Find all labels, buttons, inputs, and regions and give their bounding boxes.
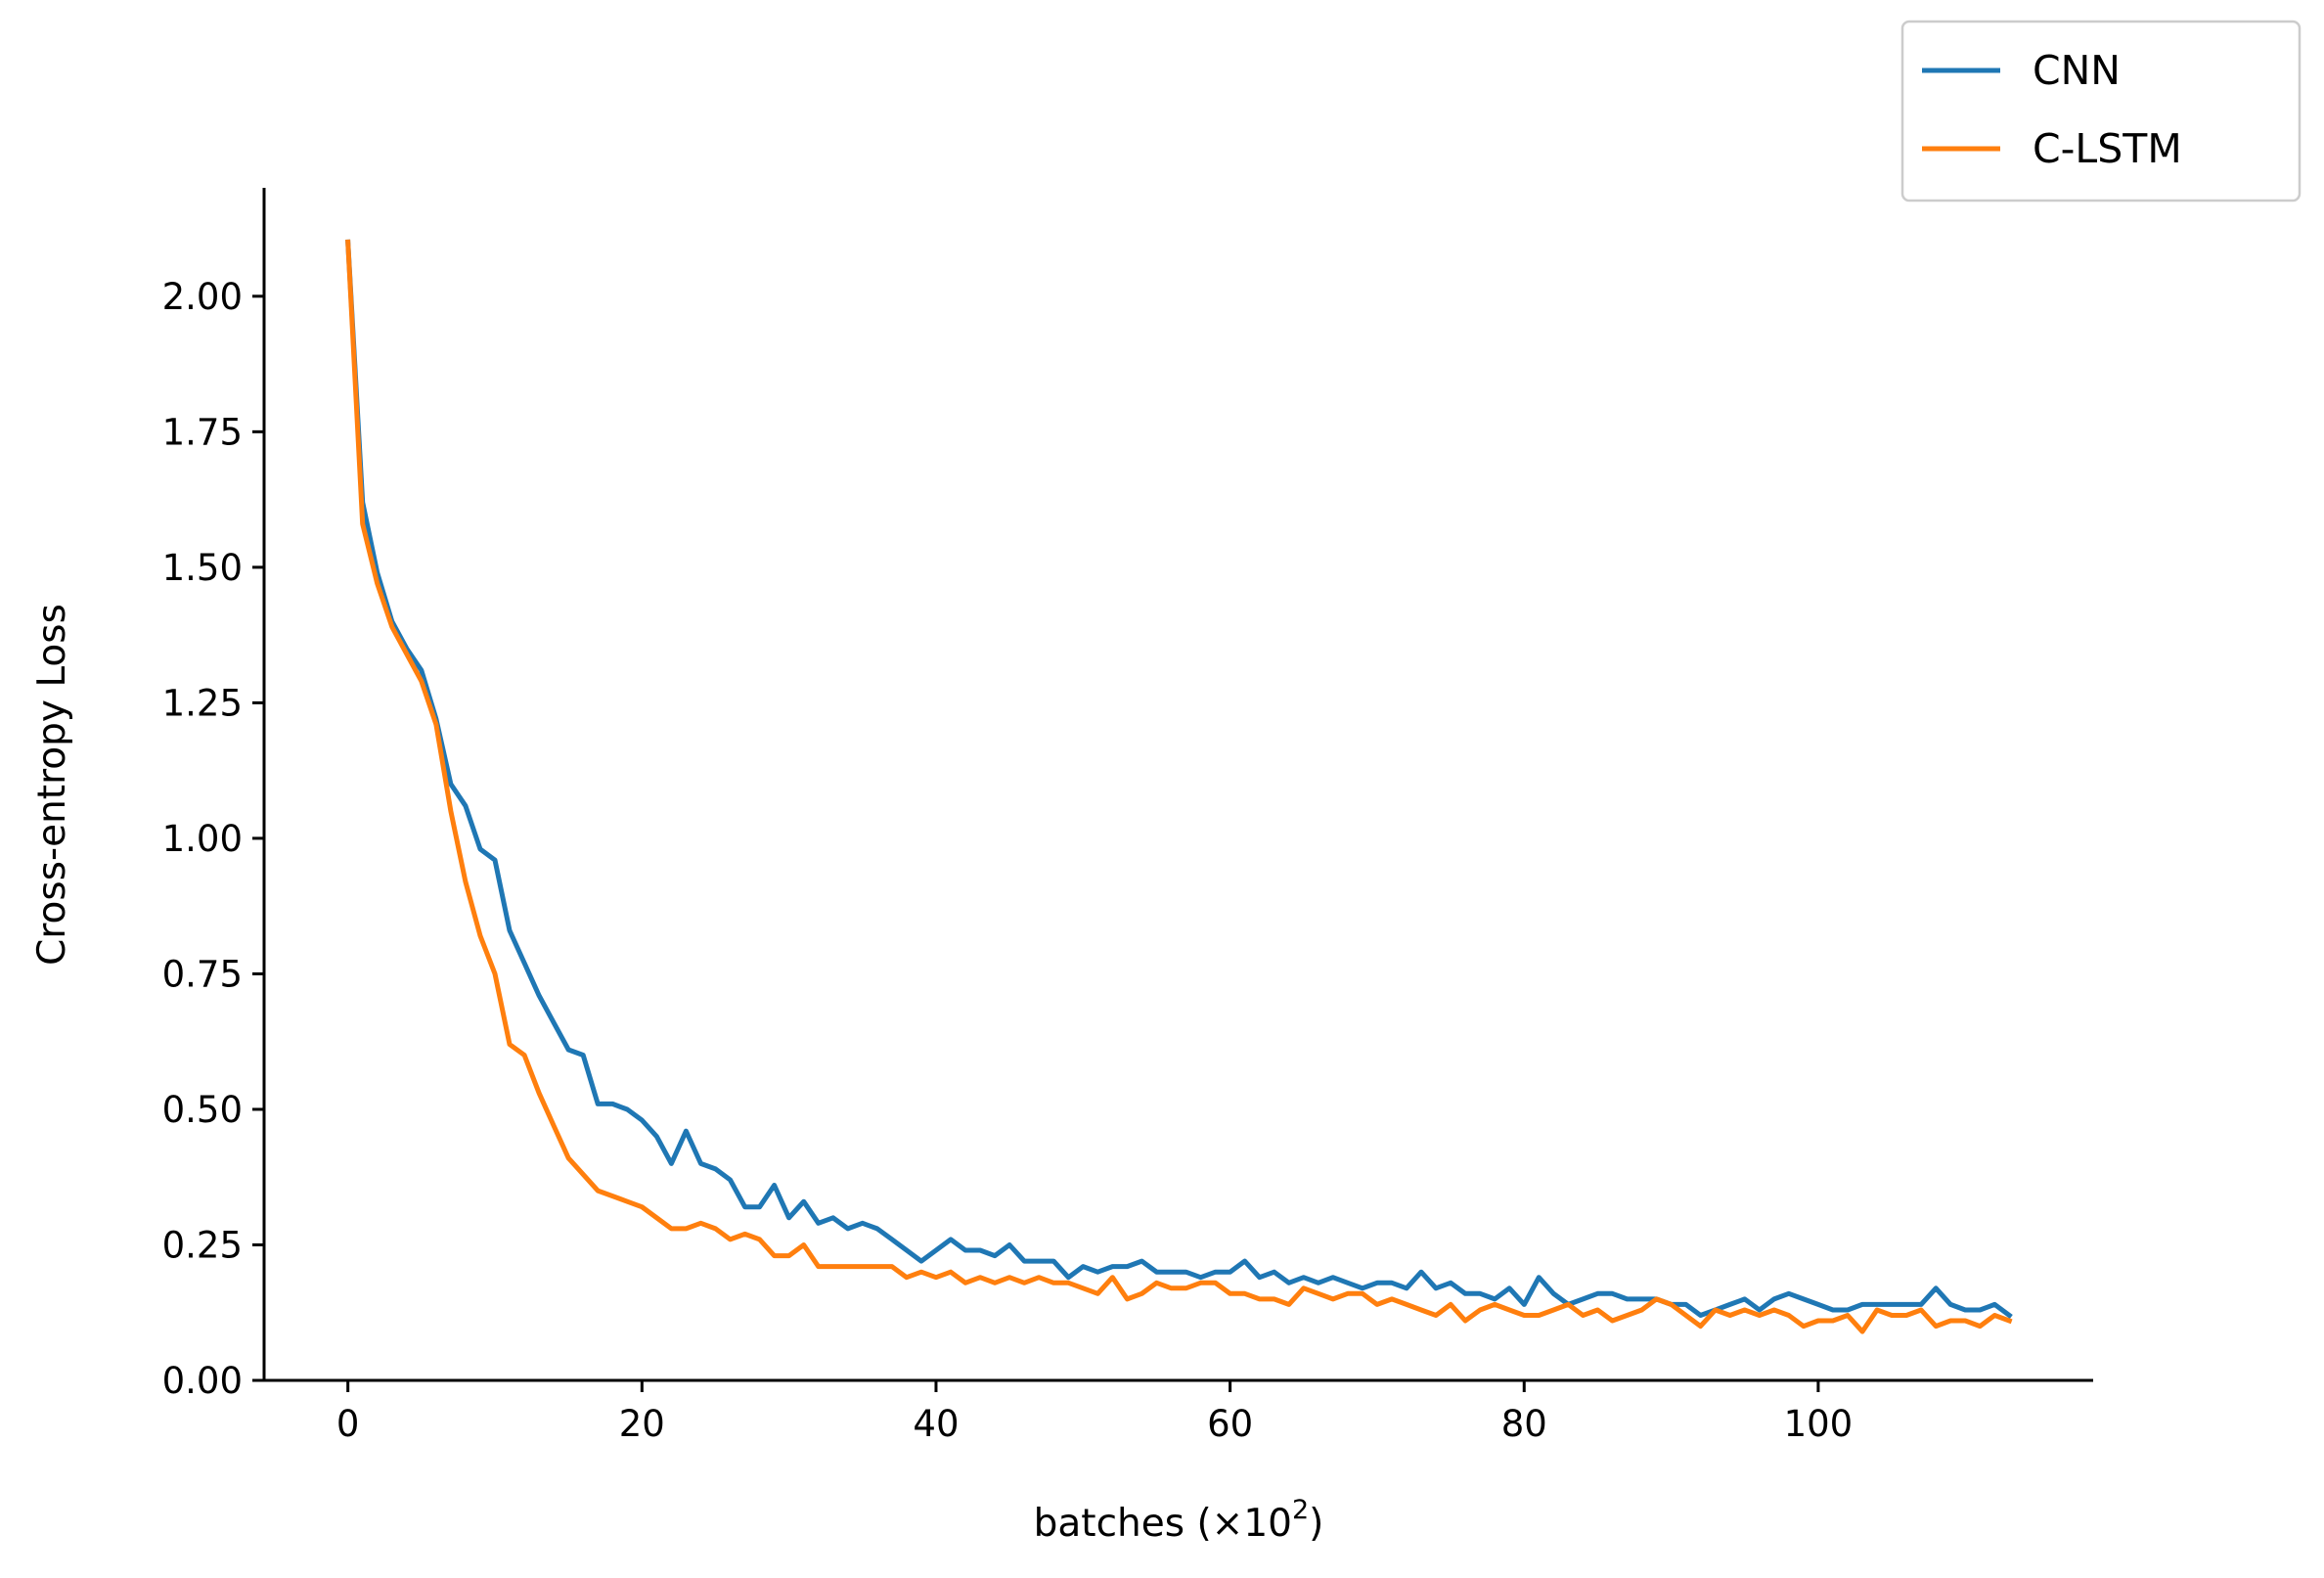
y-tick-label: 0.75 — [162, 953, 243, 995]
x-axis-label-exponent: 2 — [1292, 1495, 1309, 1525]
x-tick-label: 100 — [1784, 1403, 1854, 1445]
legend-frame — [1900, 20, 2302, 203]
legend: CNN C-LSTM — [1900, 20, 2302, 203]
y-tick-label: 2.00 — [162, 276, 243, 318]
y-axis-ticks: 0.00 0.25 0.50 0.75 1.00 1.25 1.50 1.75 2.00 — [162, 276, 264, 1402]
legend-label-cnn: CNN — [2033, 47, 2121, 94]
x-tick-label: 40 — [913, 1403, 959, 1445]
plot-area — [345, 239, 2013, 1334]
x-tick-label: 60 — [1207, 1403, 1253, 1445]
x-axis-label: batches (×102) — [1034, 1495, 1324, 1546]
y-tick-label: 0.25 — [162, 1224, 243, 1266]
series-line-cnn — [345, 239, 2013, 1319]
y-tick-label: 1.00 — [162, 818, 243, 860]
x-tick-label: 20 — [619, 1403, 665, 1445]
x-tick-label: 80 — [1501, 1403, 1547, 1445]
y-tick-label: 0.50 — [162, 1089, 243, 1131]
y-axis-label: Cross-entropy Loss — [30, 604, 74, 966]
x-tick-label: 0 — [336, 1403, 360, 1445]
y-tick-label: 1.75 — [162, 411, 243, 453]
series-line-c-lstm — [345, 239, 2013, 1334]
legend-label-c-lstm: C-LSTM — [2033, 125, 2182, 172]
y-tick-label: 1.50 — [162, 547, 243, 589]
x-axis-ticks: 0 20 40 60 80 100 — [336, 1380, 1853, 1445]
y-tick-label: 1.25 — [162, 682, 243, 724]
y-tick-label: 0.00 — [162, 1360, 243, 1402]
